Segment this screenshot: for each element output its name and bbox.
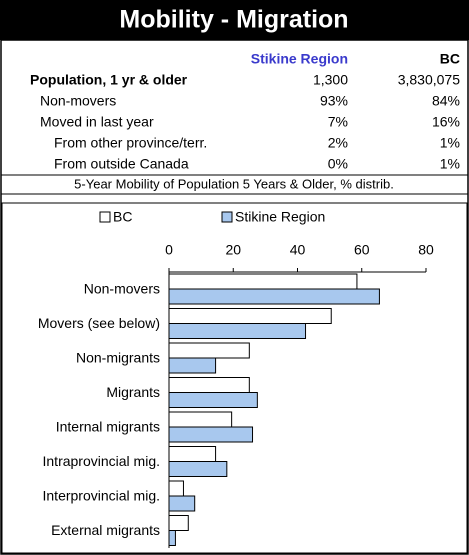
cell: 3,830,075 — [398, 72, 460, 88]
bar — [168, 426, 254, 443]
bar — [168, 495, 196, 512]
bar — [168, 530, 176, 546]
row-label: Moved in last year — [40, 114, 154, 130]
column-header: Stikine Region — [251, 51, 348, 67]
y-tick-label: Interprovincial mig. — [43, 488, 161, 504]
bar — [168, 273, 358, 290]
x-tick-label: 0 — [165, 242, 173, 258]
cell: 1% — [440, 156, 460, 172]
cell: 1,300 — [313, 72, 348, 88]
cell: 93% — [320, 93, 348, 109]
cell: 0% — [328, 156, 348, 172]
bar — [168, 342, 250, 359]
cell: 16% — [432, 114, 460, 130]
cell: 7% — [328, 114, 348, 130]
row-label: Population, 1 yr & older — [30, 72, 188, 88]
bar — [168, 446, 217, 462]
x-tick-label: 60 — [354, 242, 370, 258]
bar — [168, 288, 380, 305]
bar — [168, 461, 228, 477]
y-tick-label: Non-migrants — [76, 350, 160, 366]
column-header: BC — [440, 51, 460, 67]
title-bar — [0, 0, 469, 40]
bar — [168, 411, 233, 428]
x-tick-label: 80 — [418, 242, 434, 258]
y-tick-label: Internal migrants — [56, 419, 160, 435]
row-label: From other province/terr. — [54, 135, 207, 151]
chart-frame — [1, 202, 468, 554]
chart-title: 5-Year Mobility of Population 5 Years & … — [74, 176, 394, 191]
legend-swatch — [99, 211, 111, 223]
bar — [168, 392, 258, 408]
y-tick-label: Non-movers — [84, 281, 160, 297]
page-frame — [0, 39, 469, 555]
cell: 1% — [440, 135, 460, 151]
y-tick-label: External migrants — [51, 522, 160, 538]
row-label: From outside Canada — [54, 156, 189, 172]
page-title: Mobility - Migration — [119, 6, 348, 34]
legend-label: Stikine Region — [235, 209, 325, 225]
caption-box — [0, 174, 469, 195]
bar — [168, 515, 189, 531]
bar — [168, 323, 307, 339]
y-tick-label: Intraprovincial mig. — [43, 453, 161, 469]
legend-label: BC — [113, 209, 132, 225]
x-tick-label: 40 — [290, 242, 306, 258]
cell: 84% — [432, 93, 460, 109]
bar — [168, 377, 250, 393]
x-tick-label: 20 — [225, 242, 241, 258]
row-label: Non-movers — [40, 93, 116, 109]
bar — [168, 308, 332, 324]
y-tick-label: Movers (see below) — [38, 315, 160, 331]
bar — [168, 480, 184, 497]
cell: 2% — [328, 135, 348, 151]
legend-swatch — [221, 211, 233, 223]
bar — [168, 357, 217, 374]
y-tick-label: Migrants — [106, 384, 160, 400]
